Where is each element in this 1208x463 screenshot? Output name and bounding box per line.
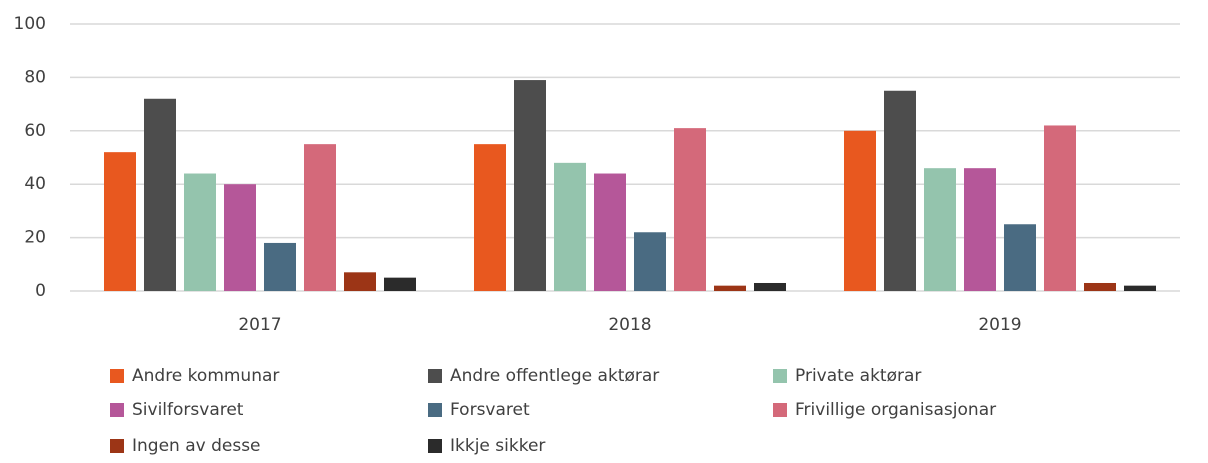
bar xyxy=(754,282,786,291)
legend-label: Ikkje sikker xyxy=(450,436,545,456)
legend-swatch xyxy=(428,439,442,453)
bar xyxy=(1124,285,1156,291)
y-tick-label: 0 xyxy=(35,281,46,301)
bar xyxy=(1084,282,1116,291)
legend-swatch xyxy=(773,403,787,417)
bar xyxy=(1004,224,1036,291)
bar xyxy=(964,168,996,291)
y-tick-label: 20 xyxy=(24,228,46,248)
legend-label: Ingen av desse xyxy=(132,436,261,456)
legend-label: Andre offentlege aktørar xyxy=(450,366,659,386)
bar xyxy=(184,173,216,291)
bar xyxy=(104,152,136,291)
legend-label: Forsvaret xyxy=(450,400,530,420)
legend-swatch xyxy=(110,403,124,417)
x-tick-label: 2019 xyxy=(978,315,1021,335)
legend-swatch xyxy=(110,369,124,383)
legend-label: Frivillige organisasjonar xyxy=(795,400,996,420)
bar xyxy=(264,242,296,291)
bar xyxy=(1044,125,1076,292)
bar xyxy=(634,232,666,291)
bar xyxy=(554,162,586,291)
x-tick-label: 2018 xyxy=(608,315,651,335)
legend-label: Andre kommunar xyxy=(132,366,279,386)
legend-swatch xyxy=(428,369,442,383)
bar xyxy=(514,80,546,291)
legend-swatch xyxy=(110,439,124,453)
x-tick-label: 2017 xyxy=(238,315,281,335)
y-tick-label: 80 xyxy=(24,67,46,87)
y-tick-label: 60 xyxy=(24,121,46,141)
bar xyxy=(144,98,176,291)
bar xyxy=(474,144,506,291)
y-tick-label: 40 xyxy=(24,174,46,194)
legend-swatch xyxy=(773,369,787,383)
bar xyxy=(884,90,916,291)
bar xyxy=(844,130,876,291)
legend-label: Sivilforsvaret xyxy=(132,400,244,420)
bar xyxy=(304,144,336,291)
y-tick-label: 100 xyxy=(14,14,46,34)
bar xyxy=(344,272,376,291)
bar xyxy=(594,173,626,291)
legend-label: Private aktørar xyxy=(795,366,921,386)
bar xyxy=(384,277,416,291)
legend-swatch xyxy=(428,403,442,417)
bar xyxy=(924,168,956,291)
bar xyxy=(714,285,746,291)
bar xyxy=(224,184,256,291)
bar xyxy=(674,128,706,291)
